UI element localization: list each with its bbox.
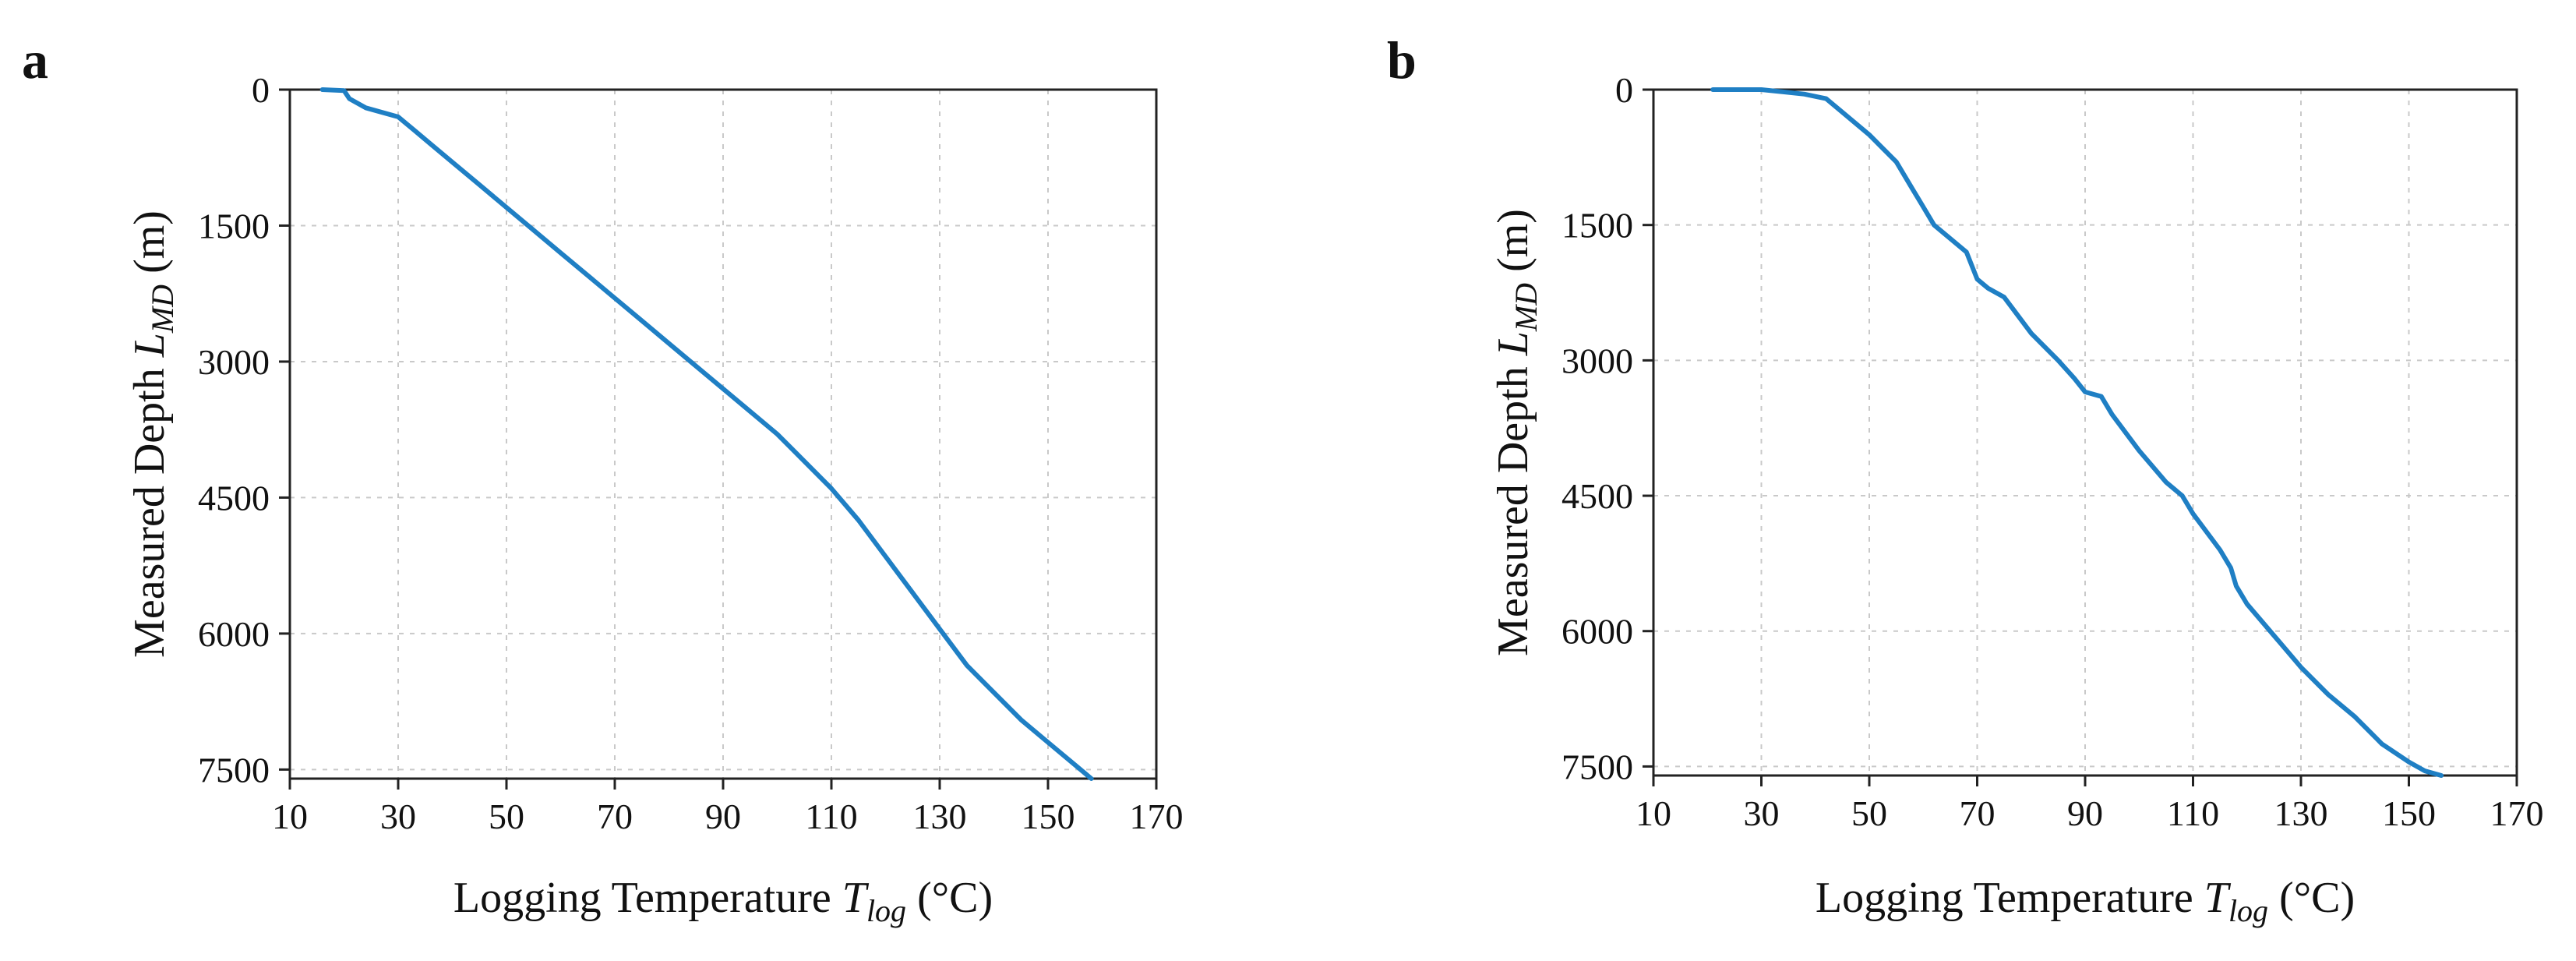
grid-lines [1653, 90, 2517, 776]
y-tick-label: 3000 [198, 342, 270, 382]
x-tick-label: 90 [2067, 793, 2103, 833]
x-axis-label: Logging Temperature Tlog (°C) [453, 874, 993, 928]
y-tick-label: 1500 [1561, 206, 1633, 246]
y-tick-label: 0 [252, 70, 270, 110]
x-tick-label: 50 [489, 797, 524, 836]
y-tick-label: 4500 [1561, 476, 1633, 516]
x-tick-label: 150 [2382, 793, 2436, 833]
x-tick-label: 10 [272, 797, 308, 836]
x-tick-label: 150 [1022, 797, 1075, 836]
temperature-profile-line [1710, 87, 2444, 778]
x-axis-label: Logging Temperature Tlog (°C) [1816, 874, 2355, 928]
y-tick-label: 6000 [1561, 612, 1633, 652]
x-tick-label: 30 [1744, 793, 1780, 833]
x-tick-label: 90 [705, 797, 741, 836]
x-tick-label: 70 [1960, 793, 1996, 833]
y-axis-label: Measured Depth LMD (m) [1489, 209, 1544, 656]
grid-lines [290, 90, 1156, 779]
x-tick-label: 170 [2490, 793, 2544, 833]
x-tick-label: 110 [805, 797, 857, 836]
x-tick-label: 30 [380, 797, 416, 836]
plot-frame [288, 88, 1158, 780]
y-tick-label: 6000 [198, 614, 270, 654]
y-tick-label: 0 [1615, 70, 1633, 110]
axis-ticks: 10 30 50 70 90 110 130 150 170 0 1500 3000 4500 6000 7… [198, 70, 1184, 836]
panel-label-a: a [22, 30, 48, 90]
temperature-profile-line [319, 87, 1094, 781]
x-tick-label: 170 [1130, 797, 1184, 836]
axis-ticks: 10 30 50 70 90 110 130 150 170 0 1500 3000 4500 6000 7… [1561, 70, 2544, 833]
y-tick-label: 7500 [1561, 747, 1633, 786]
y-axis-label: Measured Depth LMD (m) [125, 210, 180, 658]
x-tick-label: 70 [597, 797, 633, 836]
x-tick-label: 110 [2167, 793, 2219, 833]
y-tick-label: 3000 [1561, 341, 1633, 380]
y-tick-label: 7500 [198, 750, 270, 790]
chart-panel-b: b 10 30 50 70 90 110 130 150 170 0 1500 3000 4500 600… [1387, 30, 2544, 928]
y-tick-label: 1500 [198, 206, 270, 246]
x-tick-label: 50 [1851, 793, 1887, 833]
chart-panel-a: a 10 30 50 70 90 110 130 150 170 0 1500 3000 4500 600… [22, 30, 1184, 928]
x-tick-label: 130 [2274, 793, 2328, 833]
panel-label-b: b [1387, 30, 1417, 90]
x-tick-label: 130 [913, 797, 967, 836]
x-tick-label: 10 [1636, 793, 1671, 833]
y-tick-label: 4500 [198, 478, 270, 518]
